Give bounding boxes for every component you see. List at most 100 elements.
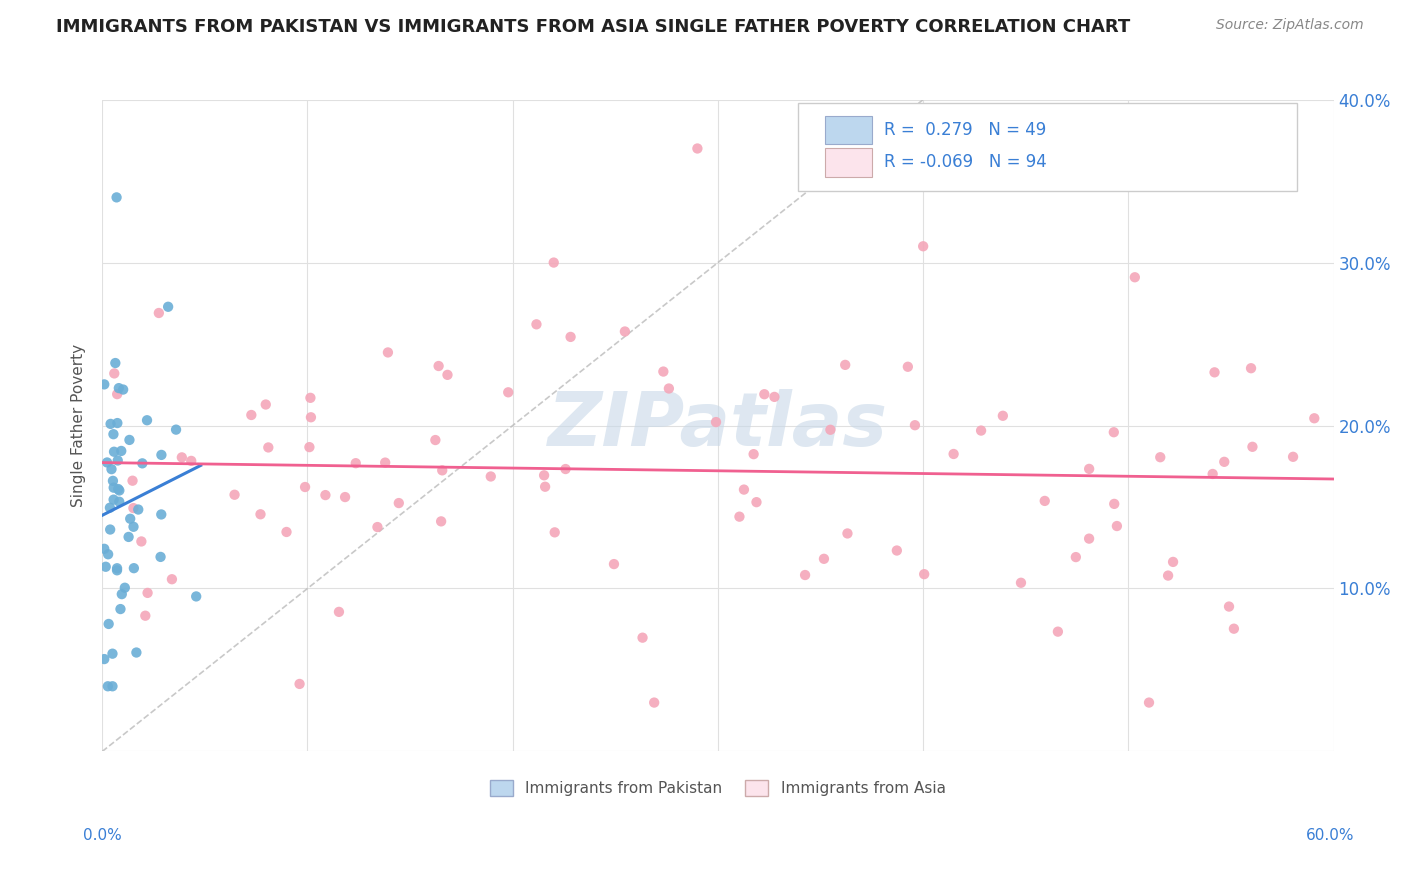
Text: 0.0%: 0.0% [83, 828, 122, 843]
Point [912, 239, 935, 253]
Point [1241, 440, 1264, 454]
Point [658, 382, 681, 396]
Point [742, 447, 765, 461]
Point [100, 417, 122, 431]
Point [728, 509, 751, 524]
Point [288, 677, 311, 691]
Point [886, 543, 908, 558]
Point [105, 387, 128, 401]
Point [108, 381, 131, 395]
Point [430, 514, 453, 528]
Text: R =  0.279   N = 49: R = 0.279 N = 49 [884, 120, 1046, 138]
Point [148, 306, 170, 320]
Point [180, 454, 202, 468]
Point [366, 520, 388, 534]
Point [813, 551, 835, 566]
Point [96, 455, 118, 469]
Point [603, 557, 626, 571]
Point [122, 501, 145, 516]
Point [121, 474, 143, 488]
Point [103, 427, 125, 442]
Point [276, 524, 298, 539]
Point [1102, 497, 1125, 511]
Point [1078, 532, 1101, 546]
Point [149, 549, 172, 564]
Point [686, 141, 709, 155]
Point [150, 508, 173, 522]
Point [101, 679, 124, 693]
Point [257, 441, 280, 455]
Point [1161, 555, 1184, 569]
Point [897, 359, 920, 374]
Point [1046, 624, 1069, 639]
Point [298, 440, 321, 454]
Point [108, 483, 131, 498]
Text: ZIPatlas: ZIPatlas [548, 389, 889, 462]
Bar [825, 116, 872, 144]
Point [224, 488, 246, 502]
Point [299, 391, 322, 405]
Point [496, 385, 519, 400]
Point [631, 631, 654, 645]
Point [1204, 365, 1226, 379]
Point [103, 444, 125, 458]
Point [942, 447, 965, 461]
Point [186, 590, 208, 604]
Point [1137, 696, 1160, 710]
Point [526, 318, 548, 332]
Point [1218, 599, 1240, 614]
Point [704, 415, 727, 429]
Point [107, 482, 129, 496]
Point [432, 463, 454, 477]
Point [108, 494, 131, 508]
Point [100, 462, 122, 476]
Point [104, 356, 127, 370]
Point [1282, 450, 1305, 464]
Point [904, 418, 927, 433]
Point [93, 541, 115, 556]
Point [120, 512, 142, 526]
Point [1033, 494, 1056, 508]
Point [160, 572, 183, 586]
Point [754, 387, 776, 401]
Point [122, 520, 145, 534]
Point [114, 581, 136, 595]
Point [543, 255, 565, 269]
Point [1010, 575, 1032, 590]
Point [820, 423, 842, 437]
Point [240, 408, 263, 422]
Point [136, 586, 159, 600]
Point [314, 488, 336, 502]
Text: R = -0.069   N = 94: R = -0.069 N = 94 [884, 153, 1047, 171]
Point [111, 587, 134, 601]
Point [110, 444, 132, 458]
Text: 60.0%: 60.0% [1306, 828, 1354, 843]
Point [112, 383, 135, 397]
Point [733, 483, 755, 497]
Point [97, 547, 120, 561]
Point [131, 534, 153, 549]
Point [98, 500, 121, 515]
Point [103, 492, 125, 507]
Bar [825, 148, 872, 177]
Point [150, 448, 173, 462]
Point [333, 490, 356, 504]
Legend: Immigrants from Pakistan, Immigrants from Asia: Immigrants from Pakistan, Immigrants fro… [484, 774, 952, 803]
Point [328, 605, 350, 619]
Y-axis label: Single Father Poverty: Single Father Poverty [72, 344, 86, 507]
Point [165, 423, 187, 437]
Point [837, 526, 859, 541]
Point [97, 617, 120, 632]
Point [131, 456, 153, 470]
Point [110, 602, 132, 616]
Point [299, 410, 322, 425]
Point [107, 453, 129, 467]
Point [388, 496, 411, 510]
Point [105, 190, 128, 204]
Point [170, 450, 193, 465]
Point [533, 468, 555, 483]
Point [97, 679, 120, 693]
Point [560, 330, 582, 344]
Point [991, 409, 1014, 423]
Point [1149, 450, 1171, 465]
